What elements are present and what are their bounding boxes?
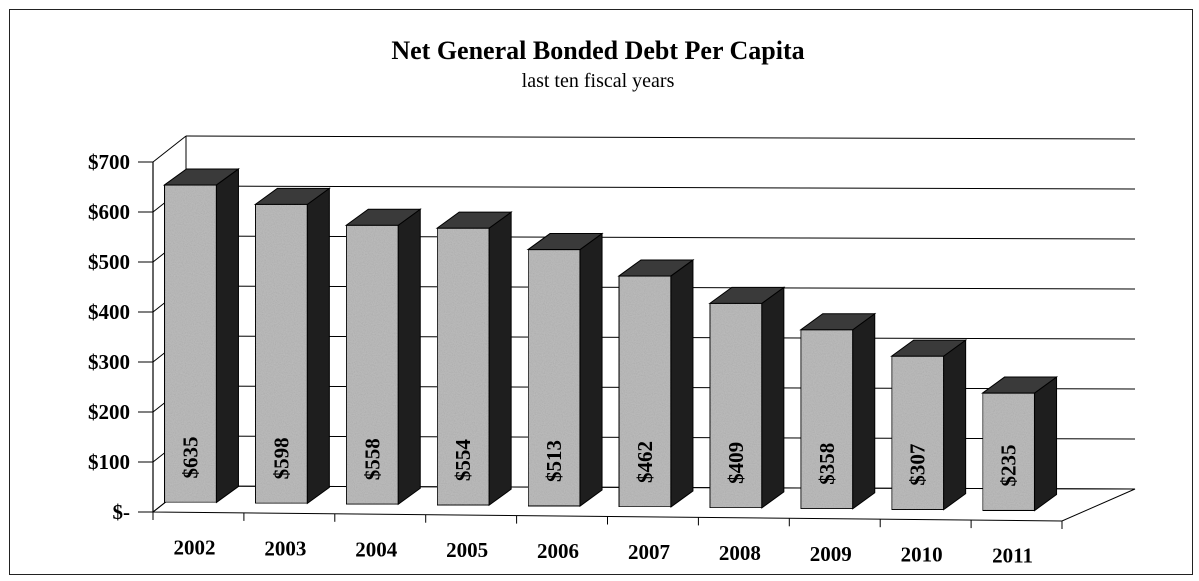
bar-data-label: $307 — [906, 444, 930, 486]
bar-side — [306, 187, 330, 505]
y-tick-label: $600 — [88, 200, 130, 224]
bar — [891, 355, 945, 511]
chart-title: Net General Bonded Debt Per Capita — [391, 36, 804, 65]
bar-data-label: $409 — [724, 442, 748, 484]
bar-data-label: $598 — [269, 437, 293, 479]
bar-group: $554 — [435, 211, 513, 507]
y-axis-ticks: $- $100 $200 $300 $400 $500 $600 $700 — [88, 150, 130, 524]
bar — [981, 392, 1036, 512]
x-tick-label: 2005 — [446, 538, 488, 562]
bar-side — [397, 208, 421, 506]
bar-side — [670, 258, 694, 508]
bar — [527, 248, 581, 507]
gridline-side — [152, 135, 187, 163]
y-tick-label: $100 — [88, 450, 130, 474]
bar-data-label: $558 — [360, 438, 384, 480]
bar-group: $635 — [162, 167, 240, 504]
y-tick-label: $700 — [88, 150, 130, 174]
bar-data-label: $513 — [542, 440, 566, 482]
bar-group: $307 — [890, 339, 968, 511]
bar-group: $462 — [617, 258, 695, 508]
bar-group: $358 — [799, 312, 877, 510]
bar — [436, 227, 490, 506]
bar-side — [215, 167, 239, 504]
x-tick-label: 2011 — [992, 544, 1033, 568]
gridline — [185, 235, 1136, 240]
y-tick-label: $500 — [88, 250, 130, 274]
bar-data-label: $235 — [997, 445, 1021, 487]
bar — [254, 203, 308, 504]
bar-side — [579, 232, 603, 508]
x-tick-label: 2010 — [901, 543, 943, 567]
bar-side — [1034, 376, 1058, 512]
bar — [163, 184, 218, 504]
x-tick-label: 2007 — [628, 540, 670, 564]
bar-side — [943, 339, 967, 511]
y-tick-label: $200 — [88, 400, 130, 424]
bar-data-label: $358 — [815, 443, 839, 485]
gridline — [185, 185, 1136, 190]
bar-side — [488, 211, 512, 507]
y-tick-label: $400 — [88, 300, 130, 324]
gridline — [185, 135, 1136, 140]
bar — [345, 224, 399, 505]
bar-group: $598 — [253, 187, 331, 505]
x-tick-label: 2003 — [264, 536, 306, 560]
bar-group: $409 — [708, 286, 786, 509]
bar — [618, 275, 672, 508]
bar-group: $558 — [344, 208, 422, 506]
bar — [800, 329, 854, 510]
bars: $635 $598 $558 $554 $513 $462 $409 $358 $307 $235 — [162, 167, 1059, 512]
bar-data-label: $635 — [178, 436, 202, 478]
y-tick-label: $- — [113, 500, 131, 524]
bar-data-label: $462 — [633, 441, 657, 483]
x-tick-label: 2004 — [355, 537, 398, 561]
x-tick-label: 2008 — [719, 541, 761, 565]
bar-side — [852, 312, 876, 510]
bar — [709, 302, 763, 509]
bar-data-label: $554 — [451, 439, 475, 482]
x-tick-label: 2006 — [537, 539, 579, 563]
bar-group: $235 — [981, 376, 1059, 512]
chart-subtitle: last ten fiscal years — [522, 70, 675, 92]
bar-side — [761, 286, 785, 509]
x-tick-label: 2009 — [810, 542, 852, 566]
x-tick-label: 2002 — [173, 535, 215, 559]
y-tick-label: $300 — [88, 350, 130, 374]
x-axis-ticks: 2002 2003 2004 2005 2006 2007 2008 2009 2010 2011 — [173, 535, 1033, 567]
bar-group: $513 — [526, 232, 604, 508]
